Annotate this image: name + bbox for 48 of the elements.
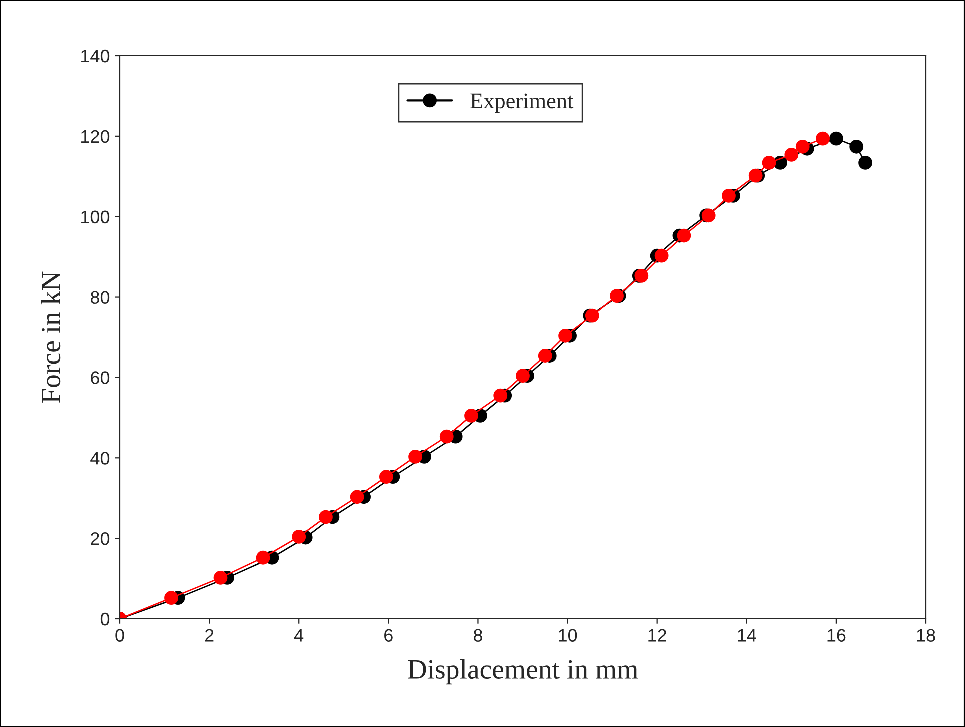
point: [350, 490, 364, 504]
y-tick-label: 140: [82, 50, 110, 63]
point: [256, 550, 270, 565]
y-tick-label: 120: [82, 130, 110, 144]
point: [464, 408, 478, 423]
point: [610, 289, 624, 304]
point: [214, 571, 228, 585]
y-tick-label: 0: [100, 612, 110, 626]
point: [408, 450, 422, 464]
y-axis-title: Force in kN: [41, 272, 61, 404]
point: [558, 328, 572, 343]
y-tick-label: 80: [90, 291, 110, 304]
x-tick-label: 6: [384, 629, 393, 642]
legend-label: Experiment: [470, 94, 574, 114]
point: [784, 148, 799, 162]
y-tick-label: 40: [90, 452, 110, 465]
x-tick-label: 16: [828, 629, 846, 642]
x-tick-label: 18: [917, 629, 936, 642]
point: [830, 132, 844, 146]
point: [164, 591, 178, 606]
point: [440, 430, 454, 444]
point: [494, 388, 508, 403]
point: [816, 132, 830, 146]
point: [319, 510, 333, 524]
x-tick-label: 4: [294, 629, 304, 642]
x-tick-label: 2: [205, 629, 214, 642]
y-tick-label: 20: [91, 532, 110, 546]
x-tick-label: 8: [474, 629, 482, 642]
point: [379, 470, 394, 484]
y-tick-label: 100: [82, 210, 110, 224]
point: [748, 168, 763, 183]
point: [858, 156, 872, 170]
x-tick-label: 10: [559, 629, 578, 642]
point: [516, 369, 530, 384]
point: [762, 156, 776, 170]
x-tick-label: 0: [116, 629, 124, 642]
x-axis-title: Displacement in mm: [408, 659, 638, 685]
y-tick-label: 60: [91, 372, 110, 384]
point: [292, 530, 306, 544]
x-tick-label: 12: [648, 629, 666, 642]
point: [677, 228, 692, 243]
point: [654, 248, 669, 263]
point: [722, 189, 736, 203]
point: [850, 140, 864, 154]
point: [538, 349, 552, 363]
x-tick-label: 14: [738, 629, 756, 642]
point: [796, 140, 810, 154]
point: [634, 269, 649, 283]
